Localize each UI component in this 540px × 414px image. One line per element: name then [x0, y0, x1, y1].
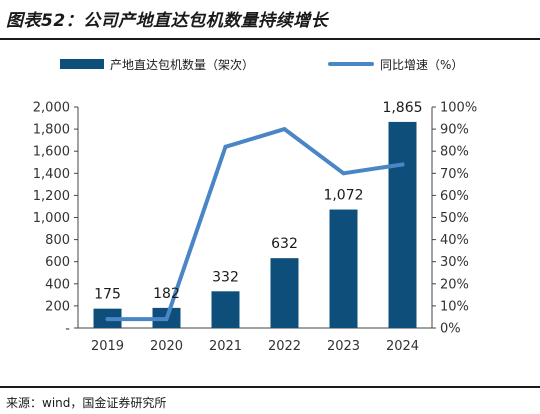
left-tick-label: 400 [45, 277, 70, 292]
footer: 来源：wind，国金证券研究所 [0, 386, 540, 414]
x-axis: 2019 2020 2021 2022 2023 2024 [78, 327, 432, 354]
right-tick-label: 40% [440, 233, 469, 248]
right-tick-label: 60% [440, 189, 469, 204]
line-point [164, 317, 169, 322]
line-point [341, 171, 346, 176]
source-note: 来源：wind，国金证券研究所 [6, 396, 167, 410]
left-tick-label: 800 [45, 233, 70, 248]
left-tick-label: 1,000 [33, 211, 70, 226]
bar-data-label: 175 [94, 287, 121, 303]
chart-svg: 产地直达包机数量（架次） 同比增速（%） - 200 400 600 800 1,000 1,… [33, 57, 477, 354]
right-tick-label: 90% [440, 123, 469, 138]
legend-line-label: 同比增速（%） [380, 58, 463, 72]
chart-title: 图表52：公司产地直达包机数量持续增长 [6, 11, 329, 31]
right-tick-label: 100% [440, 101, 477, 116]
x-tick-label: 2023 [327, 339, 360, 354]
x-tick-label: 2021 [209, 339, 242, 354]
bar-data-label: 182 [153, 286, 180, 302]
bar-data-label: 1,865 [382, 100, 422, 116]
right-tick-label: 10% [440, 299, 469, 314]
left-tick-label: 1,800 [33, 123, 70, 138]
line-point [223, 144, 228, 149]
bar-series [93, 121, 417, 328]
legend-bar-swatch [60, 59, 104, 69]
bar [270, 258, 299, 328]
right-tick-label: 30% [440, 255, 469, 270]
legend-bar-label: 产地直达包机数量（架次） [110, 57, 254, 72]
bar-data-label: 1,072 [323, 188, 363, 204]
left-tick-label: 1,200 [33, 189, 70, 204]
line-point [282, 127, 287, 132]
right-tick-label: 20% [440, 277, 469, 292]
title-bar: 图表52：公司产地直达包机数量持续增长 [0, 0, 540, 40]
left-tick-label: 2,000 [33, 101, 70, 116]
x-tick-label: 2019 [91, 339, 124, 354]
left-tick-label: 1,400 [33, 167, 70, 182]
right-axis: 0% 10% 20% 30% 40% 50% 60% 70% 80% 90% 100% [431, 101, 477, 337]
bar-data-label: 332 [212, 269, 239, 285]
x-tick-label: 2022 [268, 339, 301, 354]
left-tick-label: - [65, 322, 70, 337]
bar [211, 291, 240, 328]
x-tick-label: 2024 [386, 339, 419, 354]
left-tick-label: 200 [45, 299, 70, 314]
bar [388, 121, 417, 328]
bar [329, 209, 358, 328]
line-point [400, 162, 405, 167]
bar-data-label: 632 [271, 236, 298, 252]
right-tick-label: 80% [440, 145, 469, 160]
left-tick-label: 600 [45, 255, 70, 270]
right-tick-label: 0% [440, 322, 461, 337]
line-series [105, 127, 405, 322]
legend: 产地直达包机数量（架次） 同比增速（%） [60, 57, 463, 72]
growth-line [105, 127, 405, 322]
chart-area: 产地直达包机数量（架次） 同比增速（%） - 200 400 600 800 1,000 1,… [0, 44, 540, 380]
left-tick-label: 1,600 [33, 145, 70, 160]
left-axis: - 200 400 600 800 1,000 1,200 1,400 1,600 1,800 2,… [33, 101, 79, 337]
right-tick-label: 50% [440, 211, 469, 226]
data-labels: 175 182 332 632 1,072 1,865 [94, 100, 422, 303]
line-point [105, 317, 110, 322]
right-tick-label: 70% [440, 167, 469, 182]
x-tick-label: 2020 [150, 339, 183, 354]
